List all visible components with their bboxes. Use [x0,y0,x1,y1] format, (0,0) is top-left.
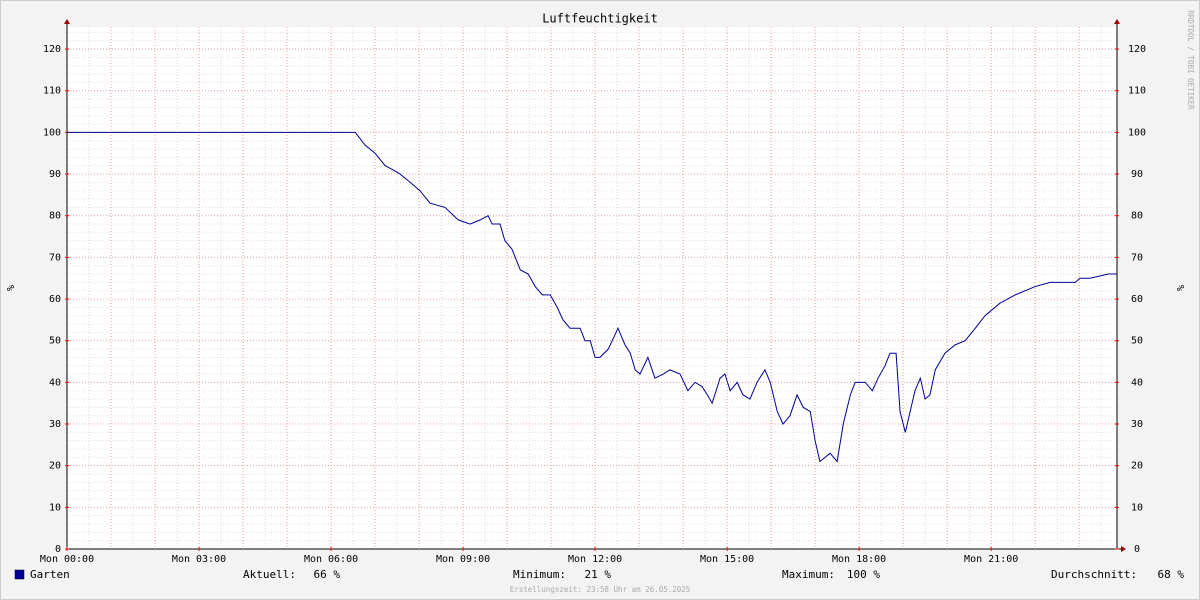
x-tick-label: Mon 12:00 [568,554,622,565]
x-tick-label: Mon 15:00 [700,554,754,565]
y-tick-label: 40 [49,377,61,388]
y-tick-label: 100 [43,127,61,138]
y2-tick-label: 110 [1128,86,1146,97]
y2-tick-label: 80 [1131,211,1143,222]
y-tick-label: 120 [43,44,61,55]
y2-tick-label: 120 [1128,44,1146,55]
y2-tick-label: 30 [1131,419,1143,430]
y2-tick-label: 0 [1134,544,1140,555]
data-line [67,131,1117,463]
y2-tick-label: 70 [1131,252,1143,263]
stat-label: Maximum: [782,568,835,581]
y-tick-label: 20 [49,461,61,472]
footer: Erstellungszeit: 23:58 Uhr am 26.05.2025 [510,585,691,594]
y-axis-label: % [4,285,15,291]
y2-tick-label: 40 [1131,377,1143,388]
x-tick-label: Mon 21:00 [964,554,1018,565]
y-tick-label: 10 [49,502,61,513]
y-tick-label: 80 [49,211,61,222]
y2-tick-label: 90 [1131,169,1143,180]
stat-label: Aktuell: [243,568,296,581]
y2-tick-label: 20 [1131,461,1143,472]
x-tick-label: Mon 18:00 [832,554,886,565]
stat-value: 21 % [585,568,612,581]
x-tick-label: Mon 09:00 [436,554,490,565]
y-tick-label: 70 [49,252,61,263]
y2-tick-label: 10 [1131,502,1143,513]
plot-area [67,27,1117,549]
y-tick-label: 90 [49,169,61,180]
y-tick-label: 30 [49,419,61,430]
y-tick-label: 50 [49,336,61,347]
y2-tick-label: 100 [1128,127,1146,138]
stat-value: 66 % [314,568,341,581]
stat-label: Durchschnitt: [1051,568,1137,581]
y2-tick-label: 50 [1131,336,1143,347]
y2-axis-label: % [1174,285,1185,291]
x-tick-label: Mon 06:00 [304,554,358,565]
y2-tick-label: 60 [1131,294,1143,305]
y-tick-label: 0 [55,544,61,555]
legend-swatch [14,569,25,580]
legend-label: Garten [30,568,70,581]
x-tick-label: Mon 00:00 [40,554,94,565]
y-tick-label: 60 [49,294,61,305]
stat-label: Minimum: [513,568,566,581]
y-tick-label: 110 [43,86,61,97]
x-tick-label: Mon 03:00 [172,554,226,565]
stat-value: 68 % [1158,568,1185,581]
stat-value: 100 % [847,568,880,581]
watermark: RRDTOOL / TOBI OETIKER [1186,10,1195,110]
chart-title: Luftfeuchtigkeit [542,12,658,26]
